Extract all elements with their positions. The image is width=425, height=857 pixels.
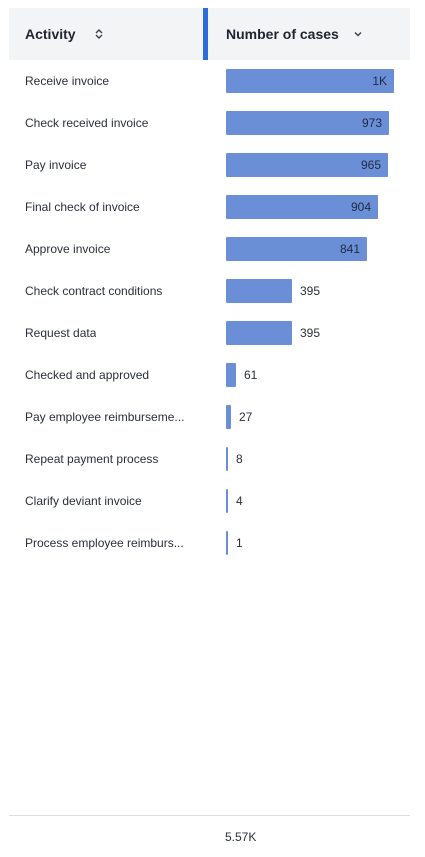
activity-name: Pay invoice [25,158,87,172]
cases-bar [226,363,236,387]
cases-value: 395 [300,326,321,340]
chevron-down-icon[interactable] [353,30,363,38]
cases-bar [226,69,394,93]
table-header: Activity Number of cases [9,8,410,60]
cases-value: 8 [236,452,243,466]
cases-value: 904 [350,200,371,214]
column-header-cases-label: Number of cases [226,26,339,42]
cases-value: 1K [372,74,387,88]
table-row[interactable]: Approve invoice 841 [9,228,410,270]
column-header-cases[interactable]: Number of cases [226,8,406,60]
cases-bar [226,111,389,135]
activity-name: Final check of invoice [25,200,140,214]
activity-name: Checked and approved [25,368,150,382]
activity-table: Activity Number of cases Receive invoice… [9,8,410,857]
cases-value: 61 [244,368,258,382]
activity-name: Check contract conditions [25,284,163,298]
footer-divider [9,815,410,816]
cases-value: 395 [300,284,321,298]
cases-value: 27 [239,410,253,424]
cases-value: 4 [236,494,243,508]
activity-name: Receive invoice [25,74,110,88]
column-header-activity-label: Activity [25,26,76,42]
cases-value: 1 [236,536,243,550]
table-row[interactable]: Check contract conditions 395 [9,270,410,312]
table-row[interactable]: Request data 395 [9,312,410,354]
table-row[interactable]: Checked and approved 61 [9,354,410,396]
column-header-activity[interactable]: Activity [25,8,205,60]
activity-name: Pay employee reimburseme... [25,410,185,424]
cases-bar [226,279,292,303]
column-resize-handle[interactable] [203,8,208,60]
table-row[interactable]: Repeat payment process 8 [9,438,410,480]
table-row[interactable]: Final check of invoice 904 [9,186,410,228]
cases-bar [226,195,378,219]
cases-bar [226,237,367,261]
table-body: Receive invoice 1K Check received invoice 9… [9,60,410,564]
table-row[interactable]: Pay invoice 965 [9,144,410,186]
table-row[interactable]: Process employee reimburs... 1 [9,522,410,564]
table-row[interactable]: Clarify deviant invoice 4 [9,480,410,522]
table-row[interactable]: Receive invoice 1K [9,60,410,102]
footer-total: 5.57K [225,830,257,844]
cases-bar [226,153,388,177]
cases-value: 841 [339,242,360,256]
cases-bar [226,531,228,555]
cases-value: 973 [361,116,382,130]
activity-name: Check received invoice [25,116,149,130]
cases-value: 965 [360,158,381,172]
activity-name: Process employee reimburs... [25,536,184,550]
table-row[interactable]: Check received invoice 973 [9,102,410,144]
activity-name: Approve invoice [25,242,111,256]
sort-icon[interactable] [94,28,104,40]
activity-name: Request data [25,326,97,340]
cases-bar [226,405,231,429]
activity-name: Repeat payment process [25,452,159,466]
cases-bar [226,447,228,471]
table-row[interactable]: Pay employee reimburseme... 27 [9,396,410,438]
cases-bar [226,489,228,513]
cases-bar [226,321,292,345]
activity-name: Clarify deviant invoice [25,494,142,508]
